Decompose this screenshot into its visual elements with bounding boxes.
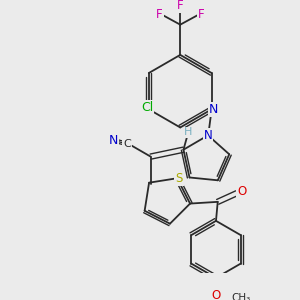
Text: H: H <box>184 128 192 137</box>
Text: Cl: Cl <box>141 101 153 114</box>
Text: S: S <box>175 172 183 185</box>
Text: N: N <box>109 134 118 147</box>
Text: CH₃: CH₃ <box>232 293 251 300</box>
Text: F: F <box>198 8 204 21</box>
Text: F: F <box>156 8 163 21</box>
Text: N: N <box>209 103 218 116</box>
Text: C: C <box>123 139 131 148</box>
Text: O: O <box>212 289 220 300</box>
Text: F: F <box>177 0 184 12</box>
Text: O: O <box>237 185 247 198</box>
Text: N: N <box>204 129 212 142</box>
